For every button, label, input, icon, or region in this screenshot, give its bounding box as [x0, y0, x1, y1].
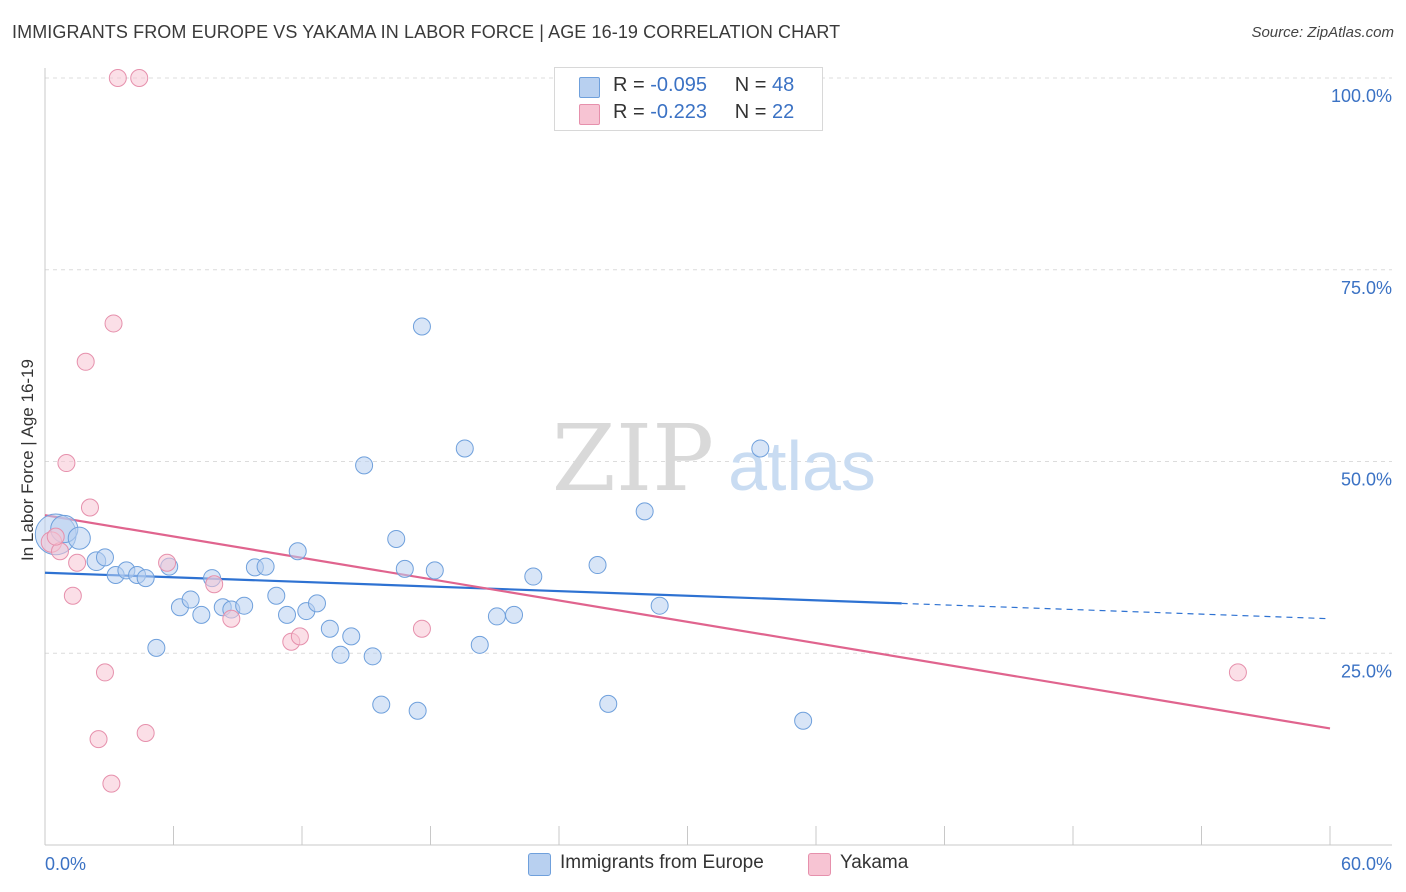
point-europe	[267, 586, 286, 605]
point-europe	[588, 556, 607, 575]
point-europe	[425, 561, 444, 580]
chart-title: IMMIGRANTS FROM EUROPE VS YAKAMA IN LABO…	[12, 22, 841, 42]
point-europe	[487, 607, 506, 626]
point-europe	[599, 694, 618, 713]
point-europe	[395, 559, 414, 578]
point-europe	[387, 529, 406, 548]
legend-r-value-yakama: -0.223	[650, 101, 707, 123]
legend-r-value-europe: -0.095	[650, 74, 707, 96]
point-europe	[505, 605, 524, 624]
point-yakama	[130, 69, 149, 87]
point-yakama	[290, 627, 309, 646]
trend-line-europe	[44, 571, 902, 605]
trend-lines	[44, 514, 1331, 730]
watermark-zip: ZIP	[552, 405, 714, 512]
point-yakama	[68, 553, 87, 572]
legend-label-yakama: Yakama	[840, 852, 909, 873]
legend-swatch-yakama	[579, 104, 600, 125]
gridlines	[45, 77, 1392, 654]
point-europe	[408, 701, 427, 720]
point-europe	[331, 645, 350, 664]
point-yakama	[76, 352, 95, 371]
point-europe	[455, 439, 474, 458]
point-europe	[256, 557, 275, 576]
legend-n-label: N =	[734, 74, 767, 96]
point-yakama	[158, 553, 177, 572]
trend-line-dashed-europe	[901, 602, 1331, 620]
y-tick-label: 100.0%	[1331, 86, 1392, 106]
stats-legend: R = -0.095 N = 48 R = -0.223 N = 22	[554, 67, 823, 131]
x-tick-label-min: 0.0%	[45, 854, 86, 874]
series-legend: Immigrants from Europe Yakama	[0, 851, 1406, 877]
point-europe	[372, 695, 391, 714]
watermark: ZIP atlas	[552, 405, 876, 512]
point-europe	[307, 594, 326, 613]
point-yakama	[136, 724, 155, 743]
legend-n-value-europe: 48	[772, 74, 795, 96]
point-europe	[524, 567, 543, 586]
point-europe	[95, 548, 114, 567]
x-tick-label-max: 60.0%	[1341, 854, 1392, 874]
source-credit: Source: ZipAtlas.com	[1251, 24, 1394, 41]
point-yakama	[108, 69, 127, 87]
point-europe	[320, 619, 339, 638]
point-yakama	[57, 454, 76, 473]
point-europe	[235, 596, 254, 615]
y-tick-label: 25.0%	[1341, 661, 1392, 681]
point-europe	[147, 638, 166, 657]
point-europe	[470, 635, 489, 654]
point-europe	[794, 711, 813, 730]
point-yakama	[46, 527, 65, 546]
point-yakama	[1228, 663, 1247, 682]
point-europe	[751, 439, 770, 458]
axes	[44, 68, 1392, 846]
point-yakama	[412, 619, 431, 638]
point-europe	[192, 605, 211, 624]
point-europe	[412, 317, 431, 336]
legend-swatch-europe	[528, 853, 551, 876]
point-europe	[67, 526, 91, 550]
y-tick-label: 75.0%	[1341, 278, 1392, 298]
point-yakama	[95, 663, 114, 682]
point-europe	[650, 596, 669, 615]
legend-n-value-yakama: 22	[772, 101, 795, 123]
point-europe	[363, 647, 382, 666]
point-europe	[355, 456, 374, 475]
legend-swatch-europe	[579, 77, 600, 98]
point-yakama	[89, 730, 108, 749]
point-europe	[278, 605, 297, 624]
point-yakama	[102, 774, 121, 793]
trend-line-yakama	[44, 514, 1331, 730]
point-yakama	[222, 609, 241, 628]
data-points	[34, 69, 1247, 793]
y-axis-title: In Labor Force | Age 16-19	[18, 359, 37, 561]
point-europe	[342, 627, 361, 646]
point-europe	[635, 502, 654, 521]
legend-n-label: N =	[734, 101, 767, 123]
legend-label-europe: Immigrants from Europe	[560, 852, 764, 873]
point-yakama	[80, 498, 99, 517]
tick-labels: 25.0% 50.0% 75.0% 100.0% 0.0% 60.0%	[45, 86, 1392, 874]
point-europe	[136, 569, 155, 588]
point-europe	[288, 542, 307, 561]
legend-r-label: R =	[613, 101, 645, 123]
legend-swatch-yakama	[808, 853, 831, 876]
point-yakama	[205, 575, 224, 594]
y-tick-label: 50.0%	[1341, 470, 1392, 490]
point-europe	[181, 590, 200, 609]
watermark-atlas: atlas	[728, 427, 876, 505]
point-yakama	[63, 586, 82, 605]
legend-r-label: R =	[613, 74, 645, 96]
point-yakama	[104, 314, 123, 333]
